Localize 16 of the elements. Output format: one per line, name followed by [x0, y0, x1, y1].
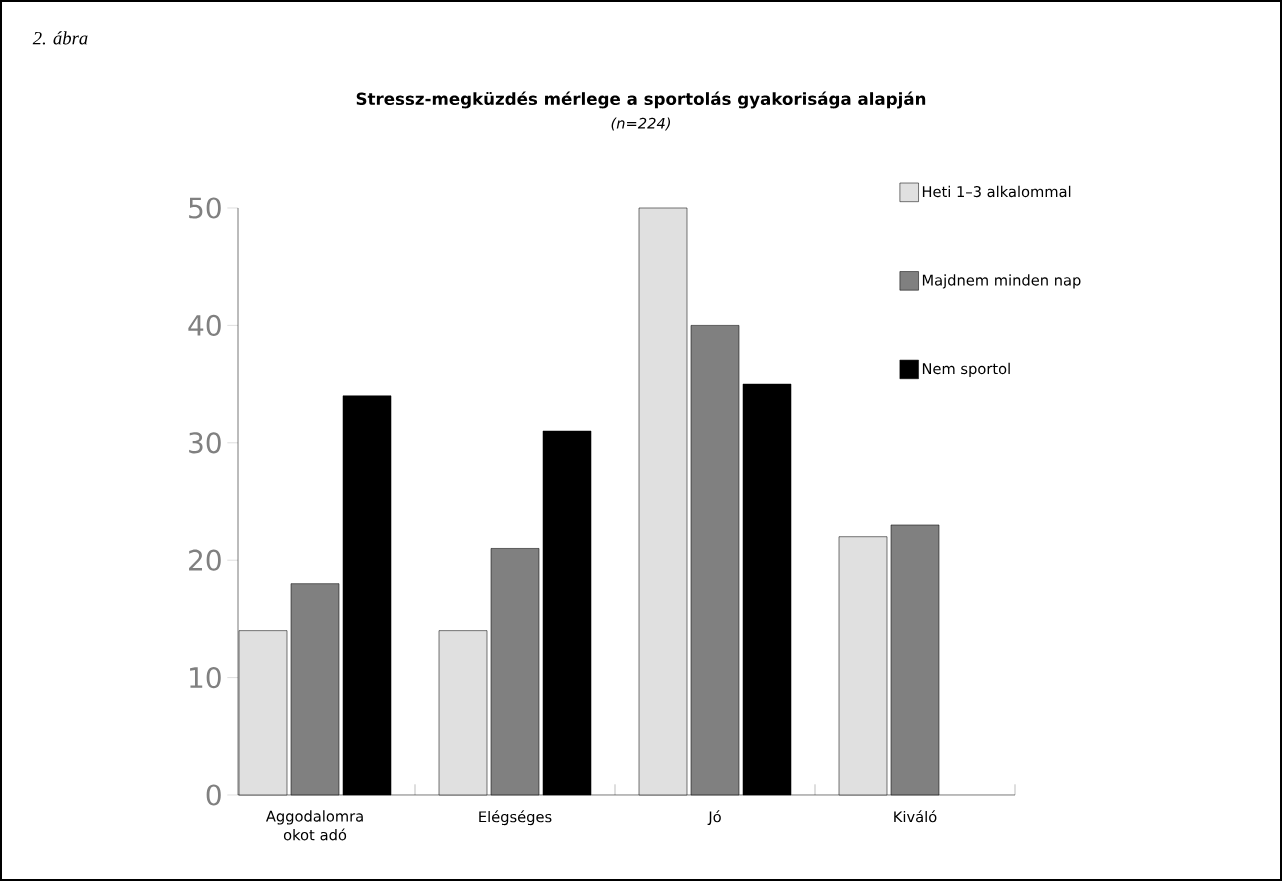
legend-label: Heti 1–3 alkalommal: [922, 185, 1071, 198]
y-tick-label: 30: [189, 432, 221, 454]
y-tick-label: 10: [190, 666, 221, 689]
y-tick-label: 50: [189, 197, 221, 219]
legend-label: Nem sportol: [922, 362, 1010, 378]
chart-title: Stressz-megküzdés mérlege a sportolás gyakorisága alapján: [356, 91, 926, 109]
x-tick-label: Jó: [707, 810, 721, 826]
x-tick-label: Aggodalomra okot adó: [265, 810, 363, 841]
y-tick-label: 40: [188, 314, 221, 336]
y-tick-label: 20: [189, 549, 221, 571]
y-tick-label: 0: [206, 784, 221, 806]
x-tick-label: Elégséges: [479, 810, 552, 826]
text: 2. ábra: [32, 31, 88, 45]
legend-label: Majdnem minden nap: [922, 274, 1081, 289]
chart-subtitle: (n=224): [611, 117, 671, 131]
x-tick-label: Kiváló: [894, 810, 937, 823]
